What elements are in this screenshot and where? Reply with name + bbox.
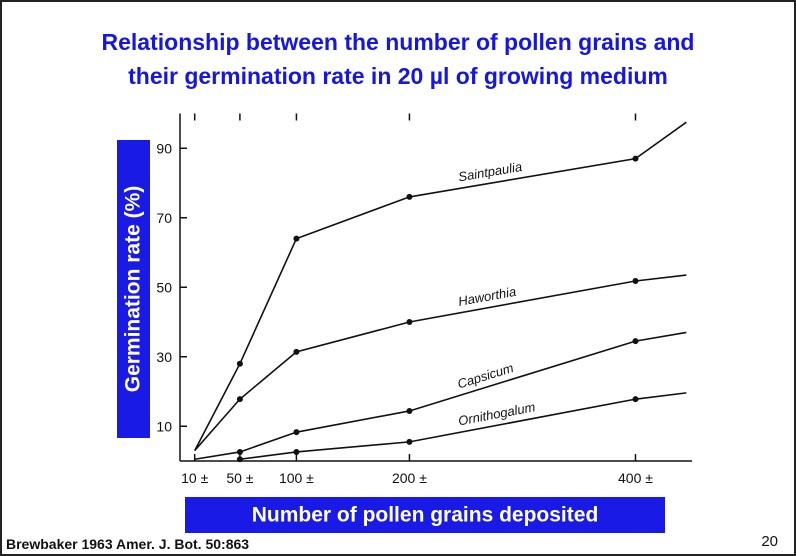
data-point [632,277,639,284]
data-point [406,319,413,325]
x-tick-label: 10 ± [181,470,208,486]
data-point [293,429,300,436]
data-point [632,155,639,162]
title-line: their germination rate in 20 µl of growi… [128,63,668,89]
data-point [236,396,243,403]
data-point [406,438,413,445]
data-point [293,235,300,242]
y-tick-label: 10 [156,418,172,434]
title-line: Relationship between the number of polle… [102,29,695,55]
data-point [632,396,639,403]
x-tick-label: 200 ± [392,470,427,486]
source: Brewbaker 1963 Amer. J. Bot. 50:863 [6,536,249,552]
data-point [293,448,300,455]
data-point [236,456,243,463]
x-tick-label: 100 ± [279,470,314,486]
x-label-box [185,497,665,533]
x-tick-label: 400 ± [618,470,653,486]
y-tick-label: 90 [156,140,172,156]
data-point [406,407,413,414]
series-line [194,274,687,452]
y-label-box [117,140,150,438]
y-tick-label: 50 [156,279,172,295]
series-line [193,121,687,451]
y-tick-label: 30 [156,349,172,365]
data-point [236,360,243,367]
y-tick-label: 70 [156,210,172,226]
data-point [632,338,639,345]
x-tick-label: 50 ± [226,470,253,486]
data-point [293,348,300,355]
data-point [406,193,413,200]
data-point [236,448,243,455]
series-line [194,331,687,461]
page-number: 20 [761,533,778,550]
y-axis-label: Germination rate (%) [122,186,145,393]
x-axis-label: Number of pollen grains deposited [252,504,599,527]
